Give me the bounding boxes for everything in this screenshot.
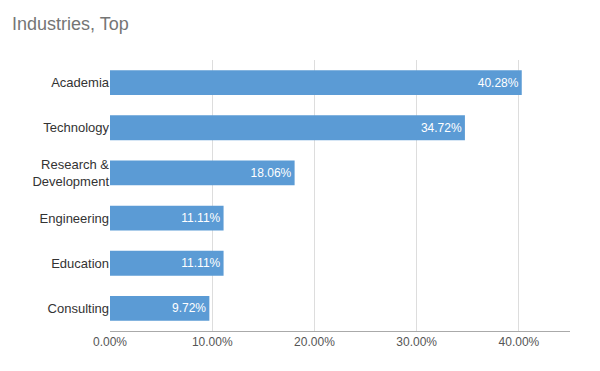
svg-text:Education: Education [51,256,109,271]
svg-text:11.11%: 11.11% [181,256,220,270]
svg-text:Industries, Top: Industries, Top [12,14,129,34]
svg-text:Research &Development: Research &Development [32,157,109,189]
svg-text:20.00%: 20.00% [294,335,335,349]
svg-text:Consulting: Consulting [48,301,109,316]
svg-text:0.00%: 0.00% [93,335,127,349]
svg-text:Engineering: Engineering [40,211,109,226]
svg-text:40.28%: 40.28% [478,76,519,90]
svg-text:18.06%: 18.06% [251,166,292,180]
svg-text:30.00%: 30.00% [396,335,437,349]
svg-text:9.72%: 9.72% [172,301,206,315]
svg-text:10.00%: 10.00% [192,335,233,349]
svg-text:40.00%: 40.00% [499,335,540,349]
svg-text:11.11%: 11.11% [181,211,220,225]
svg-text:34.72%: 34.72% [421,121,462,135]
svg-text:Academia: Academia [51,75,110,90]
svg-text:Technology: Technology [43,120,109,135]
